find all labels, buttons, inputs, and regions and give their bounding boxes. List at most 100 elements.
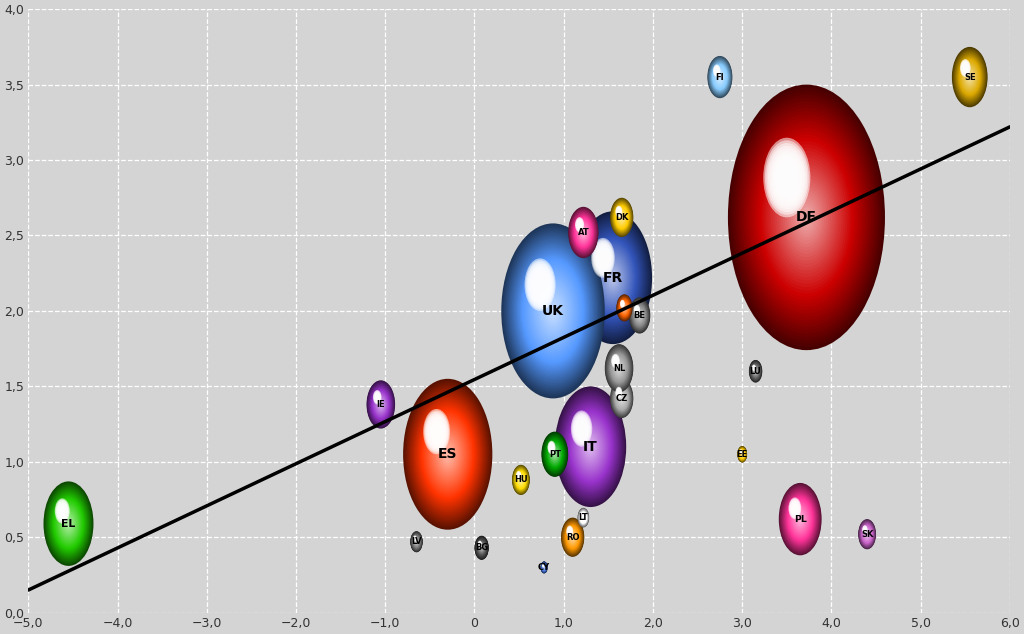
Circle shape xyxy=(551,448,558,460)
Circle shape xyxy=(616,209,627,226)
Circle shape xyxy=(415,538,419,545)
Circle shape xyxy=(582,515,585,520)
Circle shape xyxy=(614,386,629,411)
Circle shape xyxy=(713,65,727,89)
Circle shape xyxy=(616,207,622,216)
Circle shape xyxy=(548,302,558,320)
Circle shape xyxy=(528,266,552,304)
Circle shape xyxy=(605,346,633,391)
Circle shape xyxy=(575,219,591,246)
Circle shape xyxy=(638,313,641,318)
Circle shape xyxy=(415,540,418,544)
Circle shape xyxy=(504,228,602,394)
Circle shape xyxy=(51,494,86,553)
Circle shape xyxy=(45,484,91,563)
Circle shape xyxy=(575,218,592,247)
Circle shape xyxy=(552,309,554,313)
Circle shape xyxy=(612,202,631,233)
Circle shape xyxy=(794,507,807,531)
Circle shape xyxy=(602,259,624,296)
Circle shape xyxy=(716,70,718,72)
Circle shape xyxy=(587,441,594,453)
Circle shape xyxy=(618,299,630,318)
Circle shape xyxy=(605,264,621,291)
Circle shape xyxy=(379,401,383,408)
Circle shape xyxy=(771,151,803,204)
Circle shape xyxy=(578,508,589,527)
Circle shape xyxy=(568,530,577,545)
Circle shape xyxy=(754,128,859,307)
Circle shape xyxy=(376,396,386,413)
Circle shape xyxy=(583,516,584,519)
Circle shape xyxy=(580,425,584,432)
Circle shape xyxy=(738,448,746,461)
Circle shape xyxy=(616,295,632,321)
Circle shape xyxy=(550,446,553,450)
Circle shape xyxy=(369,385,392,424)
Circle shape xyxy=(575,418,588,439)
Circle shape xyxy=(616,294,633,321)
Circle shape xyxy=(413,536,420,548)
Circle shape xyxy=(708,57,732,97)
Circle shape xyxy=(58,505,66,517)
Text: SE: SE xyxy=(964,72,976,82)
Circle shape xyxy=(799,204,814,231)
Circle shape xyxy=(606,346,632,391)
Circle shape xyxy=(953,49,986,105)
Circle shape xyxy=(715,67,719,75)
Circle shape xyxy=(555,386,627,507)
Circle shape xyxy=(543,566,545,569)
Circle shape xyxy=(476,539,486,557)
Circle shape xyxy=(634,306,640,314)
Circle shape xyxy=(414,538,419,546)
Circle shape xyxy=(580,512,587,524)
Circle shape xyxy=(618,392,626,404)
Circle shape xyxy=(582,514,586,521)
Circle shape xyxy=(611,199,633,235)
Circle shape xyxy=(582,515,585,521)
Circle shape xyxy=(554,453,556,456)
Circle shape xyxy=(617,296,632,320)
Circle shape xyxy=(614,360,624,376)
Circle shape xyxy=(412,534,421,550)
Circle shape xyxy=(543,564,544,567)
Circle shape xyxy=(582,514,586,521)
Circle shape xyxy=(568,207,599,258)
Circle shape xyxy=(480,545,483,550)
Circle shape xyxy=(479,543,480,545)
Circle shape xyxy=(959,59,980,95)
Circle shape xyxy=(514,469,527,491)
Circle shape xyxy=(441,443,455,465)
Circle shape xyxy=(414,537,416,540)
Circle shape xyxy=(512,465,529,495)
Circle shape xyxy=(865,531,869,537)
Circle shape xyxy=(582,224,644,331)
Circle shape xyxy=(378,399,384,410)
Circle shape xyxy=(613,358,625,378)
Circle shape xyxy=(715,68,725,86)
Circle shape xyxy=(761,141,852,294)
Circle shape xyxy=(967,71,973,83)
Text: BG: BG xyxy=(475,543,488,552)
Circle shape xyxy=(46,486,91,562)
Circle shape xyxy=(568,531,577,544)
Circle shape xyxy=(578,424,604,469)
Circle shape xyxy=(517,474,520,477)
Circle shape xyxy=(608,351,630,385)
Circle shape xyxy=(753,366,759,377)
Circle shape xyxy=(739,450,742,454)
Circle shape xyxy=(577,221,590,243)
Circle shape xyxy=(621,301,629,315)
Circle shape xyxy=(592,239,614,276)
Circle shape xyxy=(636,310,643,321)
Circle shape xyxy=(535,276,545,294)
Circle shape xyxy=(516,472,525,488)
Circle shape xyxy=(635,308,644,323)
Circle shape xyxy=(571,535,573,539)
Circle shape xyxy=(477,540,486,555)
Circle shape xyxy=(959,60,980,94)
Circle shape xyxy=(624,307,625,309)
Circle shape xyxy=(412,533,422,550)
Circle shape xyxy=(581,514,586,522)
Circle shape xyxy=(376,396,386,413)
